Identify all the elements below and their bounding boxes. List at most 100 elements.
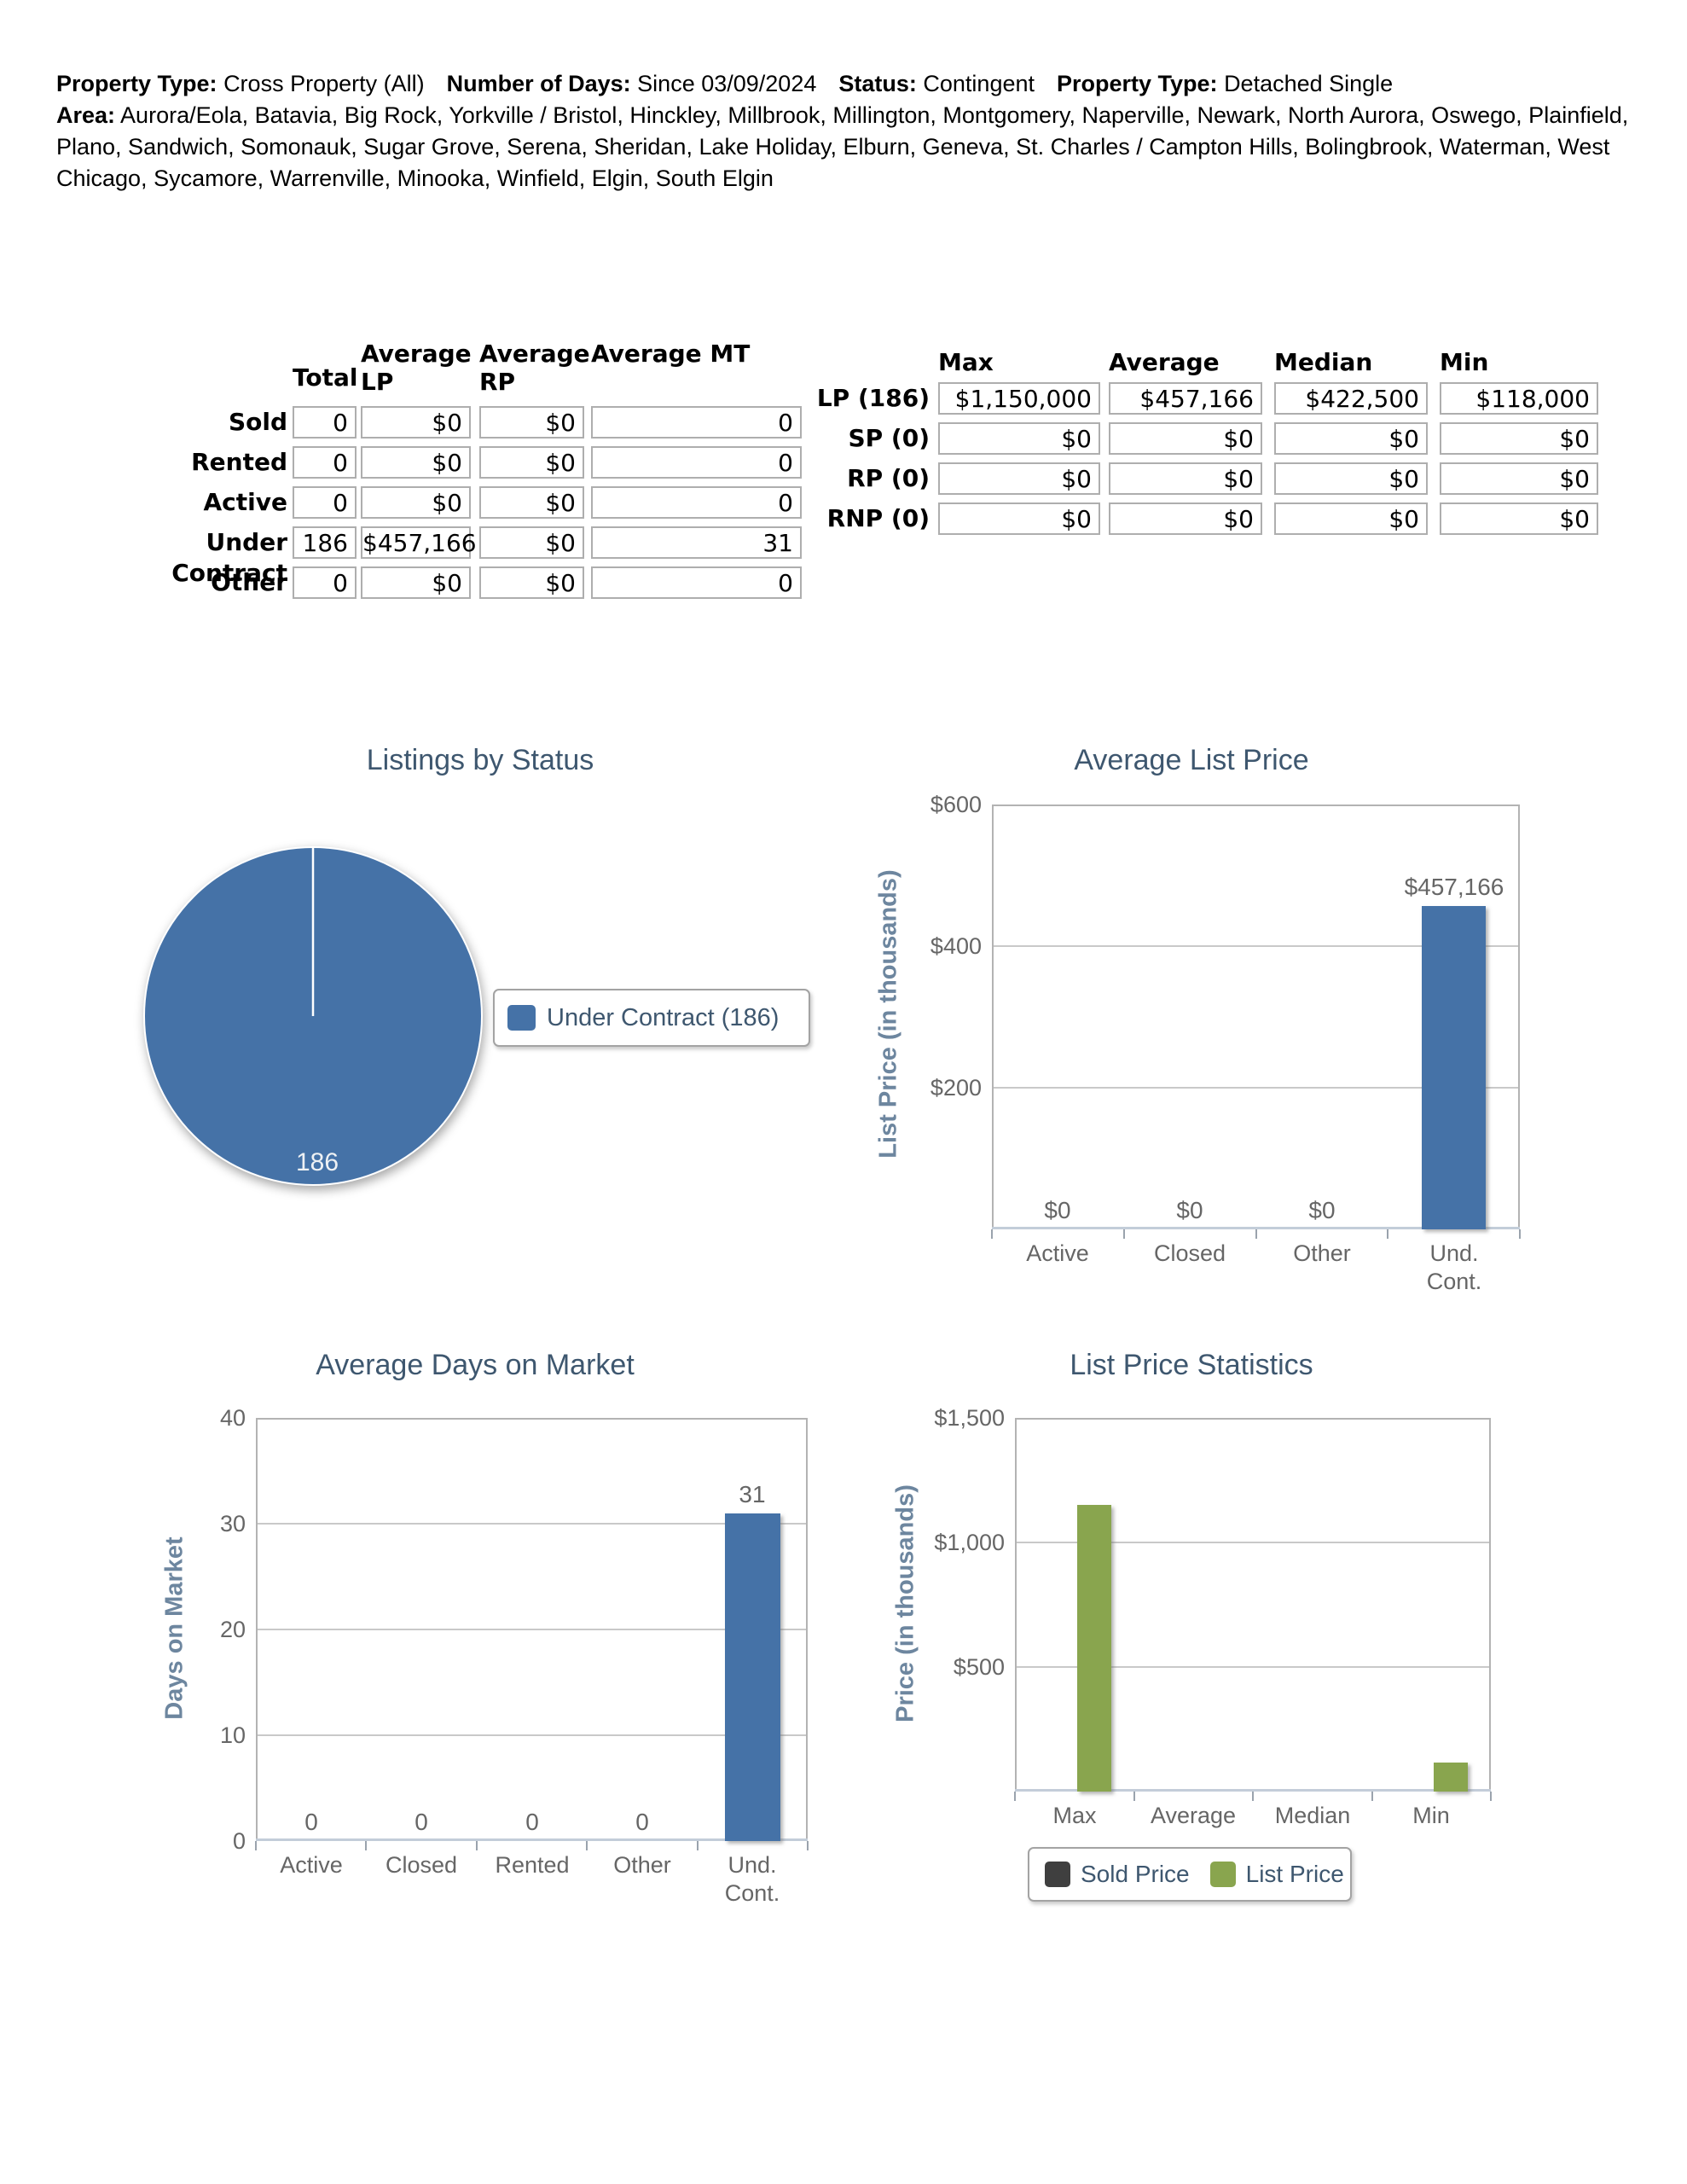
category-label: Active <box>1026 1240 1089 1266</box>
bar <box>1422 906 1486 1229</box>
y-tick-label: $600 <box>930 792 982 817</box>
summary-col-header: Average MT <box>591 340 751 368</box>
summary-row-label: Active <box>203 488 288 516</box>
grid-line <box>258 1629 806 1630</box>
summary-row-label: Rented <box>191 448 287 476</box>
stats-row-label: LP (186) <box>816 384 930 412</box>
summary-cell: 0 <box>591 486 802 519</box>
summary-cell: $457,166 <box>361 526 477 559</box>
category-label: Active <box>280 1852 343 1878</box>
x-axis-tick <box>1255 1229 1257 1239</box>
pie-legend-label: Under Contract (186) <box>547 1003 780 1031</box>
x-axis-tick <box>991 1229 993 1239</box>
summary-cell: $0 <box>361 566 471 599</box>
x-axis-tick <box>365 1841 367 1850</box>
y-axis-title: List Price (in thousands) <box>874 869 902 1159</box>
x-axis-tick <box>476 1841 478 1850</box>
category-label: Average <box>1150 1803 1237 1828</box>
stats-row-label: RNP (0) <box>826 504 930 532</box>
x-axis-tick <box>697 1841 699 1850</box>
stats-row-label: RP (0) <box>847 464 930 492</box>
summary-cell: 0 <box>591 406 802 439</box>
stats-cell: $0 <box>938 502 1100 535</box>
stats-cell: $0 <box>1440 422 1598 455</box>
summary-cell: 31 <box>591 526 802 559</box>
y-tick-label: $1,500 <box>934 1405 1005 1431</box>
value-label: 31 <box>739 1481 766 1507</box>
x-axis-tick <box>1490 1792 1492 1801</box>
x-axis-tick <box>1133 1792 1135 1801</box>
stats-cell: $0 <box>1274 422 1428 455</box>
criteria-value: Cross Property (All) <box>223 71 425 96</box>
summary-cell: 0 <box>293 446 357 479</box>
category-label: Closed <box>385 1852 458 1878</box>
stats-cell: $1,150,000 <box>938 382 1100 415</box>
value-label: $0 <box>1176 1197 1203 1223</box>
bar <box>1434 1763 1468 1792</box>
category-label: Max <box>1052 1803 1097 1828</box>
category-label: Und. Cont. <box>724 1852 780 1906</box>
sold-price-swatch <box>1045 1862 1070 1887</box>
chart-title: Average Days on Market <box>316 1349 635 1381</box>
criteria-label: Number of Days: <box>446 71 631 96</box>
summary-cell: $0 <box>479 486 584 519</box>
value-label: $0 <box>1044 1197 1071 1223</box>
category-label: Median <box>1274 1803 1351 1828</box>
summary-cell: 0 <box>293 406 357 439</box>
y-tick-label: $500 <box>953 1654 1005 1680</box>
pie-chart-title: Listings by Status <box>366 744 594 776</box>
summary-cell: 0 <box>591 566 802 599</box>
x-axis-tick <box>1387 1229 1388 1239</box>
stats-cell: $0 <box>1274 502 1428 535</box>
stats-col-header: Max <box>938 348 994 376</box>
stats-cell: $422,500 <box>1274 382 1428 415</box>
category-label: Closed <box>1153 1240 1226 1266</box>
stats-cell: $0 <box>938 422 1100 455</box>
chart-title: List Price Statistics <box>1070 1349 1313 1381</box>
summary-col-header: Average RP <box>479 340 590 396</box>
bar <box>1077 1505 1111 1792</box>
x-axis-tick <box>586 1841 588 1850</box>
x-axis-line <box>256 1838 808 1841</box>
value-label: $457,166 <box>1404 874 1504 900</box>
summary-cell: $0 <box>479 446 584 479</box>
list-price-swatch <box>1209 1862 1236 1887</box>
summary-cell: $0 <box>361 486 471 519</box>
y-axis-title: Price (in thousands) <box>891 1484 919 1722</box>
y-tick-label: 10 <box>219 1722 246 1748</box>
x-axis-tick <box>255 1841 257 1850</box>
grid-line <box>258 1734 806 1736</box>
stats-cell: $0 <box>1109 462 1262 495</box>
y-tick-label: $1,000 <box>934 1530 1005 1555</box>
summary-cell: $0 <box>479 566 584 599</box>
category-label: Und. Cont. <box>1426 1240 1482 1294</box>
grid-line <box>994 1087 1518 1089</box>
summary-row-label: Other <box>211 568 287 596</box>
stats-cell: $0 <box>938 462 1100 495</box>
x-axis-tick <box>1252 1792 1254 1801</box>
grid-line <box>994 945 1518 947</box>
stats-cell: $0 <box>1274 462 1428 495</box>
area-value: Aurora/Eola, Batavia, Big Rock, Yorkvill… <box>56 102 1629 191</box>
grid-line <box>1017 1666 1489 1668</box>
list-price-legend-label: List Price <box>1245 1861 1344 1887</box>
category-label: Other <box>1293 1240 1351 1266</box>
summary-col-header: Average LP <box>361 340 472 396</box>
stats-col-header: Min <box>1440 348 1489 376</box>
y-tick-label: 30 <box>219 1511 246 1536</box>
x-axis-line <box>992 1227 1520 1229</box>
x-axis-tick <box>1014 1792 1016 1801</box>
y-tick-label: 20 <box>219 1617 246 1642</box>
criteria-label: Property Type: <box>56 71 217 96</box>
summary-cell: $0 <box>479 406 584 439</box>
area-label: Area: <box>56 102 116 128</box>
criteria-value: Detached Single <box>1224 71 1394 96</box>
bar <box>725 1513 780 1841</box>
criteria-label: Status: <box>838 71 917 96</box>
category-label: Min <box>1412 1803 1450 1828</box>
lps-legend: Sold Price List Price <box>1028 1847 1352 1902</box>
x-axis-tick <box>1519 1229 1521 1239</box>
stats-cell: $0 <box>1109 502 1262 535</box>
stats-cell: $118,000 <box>1440 382 1598 415</box>
